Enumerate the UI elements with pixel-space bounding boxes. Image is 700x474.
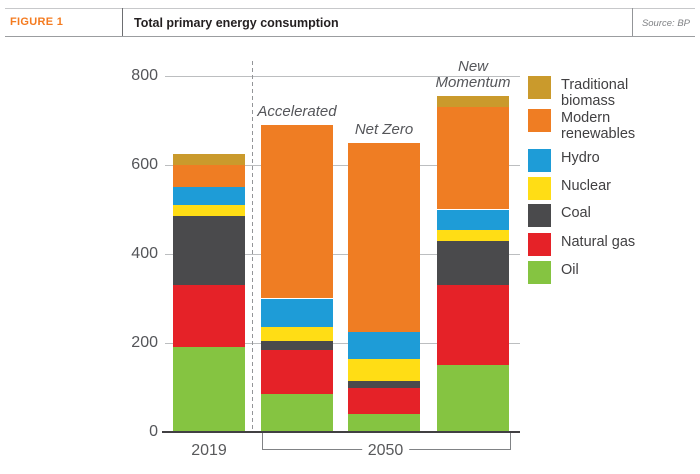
bar-accelerated [261,124,333,432]
gridline-600 [165,165,520,166]
y-axis-tick-400: 400 [131,245,158,262]
bar-new-momentum [437,96,509,432]
scenario-label-accelerated: Accelerated [257,102,337,120]
legend-swatch-natural-gas [528,233,551,256]
bar-segment-modern-renewables [173,165,245,188]
scenario-label-net-zero: Net Zero [354,120,414,138]
legend-swatch-oil [528,261,551,284]
figure-label: FIGURE 1 [10,16,64,28]
bar-segment-traditional-biomass [173,153,245,165]
bar-segment-natural-gas [261,349,333,395]
dashed-separator [252,61,253,431]
legend-swatch-nuclear [528,177,551,200]
legend-label: Oil [561,262,579,278]
header-top-rule [5,8,695,9]
header-divider-right [632,8,633,37]
gridline-200 [165,343,520,344]
scenario-label-new-momentum: New Momentum [435,58,511,92]
bar-segment-modern-renewables [437,107,509,210]
bar-segment-coal [348,380,420,388]
header-bottom-rule [5,36,695,37]
bar-2019 [173,153,245,432]
bar-segment-oil [261,394,333,432]
x-axis-line [162,431,520,433]
legend-label: Traditional biomass [561,77,629,109]
figure-title: Total primary energy consumption [134,16,339,30]
bar-segment-oil [173,347,245,432]
bar-segment-oil [348,414,420,432]
bar-segment-natural-gas [348,387,420,415]
legend-label: Coal [561,205,591,221]
bar-segment-coal [173,216,245,286]
y-axis-tick-800: 800 [131,67,158,84]
gridline-800 [165,76,520,77]
y-axis-tick-200: 200 [131,334,158,351]
legend-label: Natural gas [561,234,636,250]
bar-segment-traditional-biomass [437,96,509,108]
bar-segment-hydro [173,187,245,206]
bar-segment-hydro [348,331,420,359]
x-axis-label-2019: 2019 [191,442,227,459]
bar-segment-nuclear [261,327,333,341]
bar-segment-nuclear [173,205,245,217]
bar-segment-hydro [261,298,333,328]
bar-segment-nuclear [348,358,420,381]
legend-swatch-coal [528,204,551,227]
legend-label: Modern renewables [561,110,636,142]
legend-swatch-hydro [528,149,551,172]
legend-label: Nuclear [561,178,611,194]
x-axis-label-2050: 2050 [361,442,410,460]
header-divider-left [122,8,123,37]
source-credit: Source: BP [641,18,690,29]
legend-swatch-modern-renewables [528,109,551,132]
bar-net-zero [348,142,420,432]
bar-segment-natural-gas [437,285,509,366]
bar-segment-modern-renewables [261,124,333,299]
bar-segment-nuclear [437,229,509,241]
bar-segment-modern-renewables [348,142,420,332]
legend-label: Hydro [561,150,600,166]
bar-segment-oil [437,365,509,432]
bar-segment-coal [437,240,509,286]
y-axis-tick-600: 600 [131,156,158,173]
legend-swatch-traditional-biomass [528,76,551,99]
bar-segment-natural-gas [173,285,245,348]
bar-segment-coal [261,340,333,350]
y-axis-tick-0: 0 [149,423,158,440]
bar-segment-hydro [437,209,509,230]
gridline-400 [165,254,520,255]
